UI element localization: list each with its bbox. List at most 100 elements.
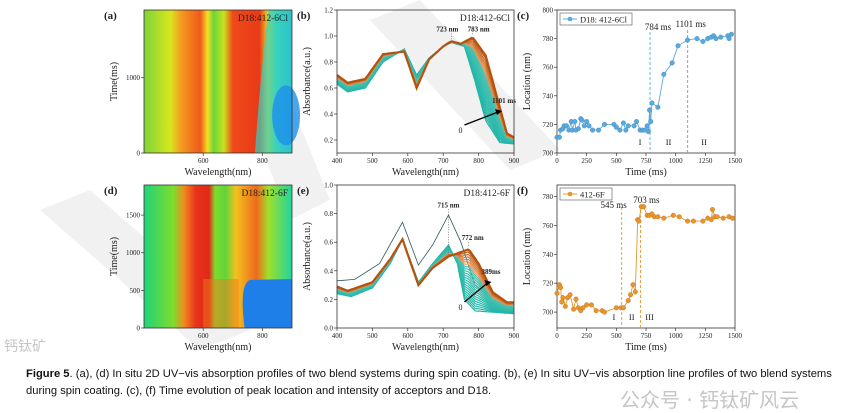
data-point	[700, 218, 706, 224]
x-tick-label: 1000	[669, 332, 684, 340]
x-tick-label: 500	[367, 332, 378, 340]
data-point	[694, 36, 700, 42]
x-tick-label: 600	[198, 157, 209, 165]
data-point	[620, 120, 626, 126]
x-tick-label: 1250	[698, 332, 713, 340]
data-point	[579, 117, 585, 123]
data-point	[563, 123, 569, 129]
data-point	[685, 37, 691, 43]
panel-label: (a)	[104, 10, 117, 22]
x-tick-label: 900	[509, 157, 520, 165]
caption-text: . (a), (d) In situ 2D UV−vis absorption …	[26, 368, 832, 397]
data-point	[632, 289, 638, 295]
x-tick-label: 800	[473, 157, 484, 165]
x-tick-label: 750	[641, 332, 652, 340]
y-tick-label: 1.0	[324, 182, 333, 190]
panel-label: (b)	[297, 10, 311, 22]
data-point	[728, 31, 734, 37]
x-tick-label: 0	[555, 332, 559, 340]
y-tick-label: 0.0	[324, 325, 333, 333]
x-tick-label: 800	[257, 157, 268, 165]
data-point	[644, 123, 650, 129]
data-point	[700, 38, 706, 44]
data-point	[573, 296, 579, 302]
arrow-end-label: 1101 ms	[492, 97, 516, 105]
x-tick-label: 500	[611, 332, 622, 340]
panel-label: (d)	[104, 185, 118, 197]
data-point	[714, 214, 720, 220]
legend-box	[559, 187, 613, 201]
data-point	[559, 299, 565, 305]
data-point	[613, 305, 619, 311]
y-tick-label: 0	[137, 150, 141, 158]
legend-marker	[567, 191, 573, 197]
x-tick-label: 400	[332, 157, 343, 165]
heatmap-region	[272, 85, 301, 146]
data-point	[655, 214, 661, 220]
arrow-start-label: 0	[458, 303, 462, 312]
panel-a: 600 800 0 1000 Wavelength(nm) Time(ms) (a) D18:…	[104, 9, 301, 178]
arrow-head-icon	[484, 280, 492, 286]
data-point	[641, 204, 647, 210]
y-tick-label: 740	[543, 92, 554, 100]
y-tick-label: 1.0	[324, 33, 333, 41]
x-tick-label: 400	[332, 332, 343, 340]
data-point	[560, 295, 566, 301]
data-point	[623, 127, 629, 133]
y-axis-label: Absorbance(a.u.)	[302, 47, 313, 116]
panel-label: (f)	[517, 185, 528, 197]
y-tick-label: 780	[543, 35, 554, 43]
data-point	[661, 71, 667, 77]
y-tick-label: 0.4	[324, 267, 333, 275]
data-point	[617, 127, 623, 133]
data-point	[572, 119, 578, 125]
caption-label: Figure 5	[26, 368, 70, 380]
x-axis-label: Wavelength(nm)	[185, 167, 252, 178]
y-tick-label: 1000	[126, 249, 141, 257]
x-tick-label: 600	[403, 332, 414, 340]
data-point	[669, 60, 675, 66]
data-point	[625, 123, 631, 129]
data-point	[601, 309, 607, 315]
arrow-start-label: 0	[458, 126, 462, 135]
panel-f: 0 250 500 750 1000 1250 1500 700 720 740 760 780 Tim…	[517, 184, 743, 353]
x-tick-label: 0	[555, 157, 559, 165]
y-tick-label: 0.2	[324, 137, 333, 145]
panel-d: 600 800 0 500 1000 1500 Wavelength(nm) Time(ms)…	[104, 184, 293, 353]
data-point	[584, 302, 590, 308]
y-tick-label: 500	[130, 287, 141, 295]
x-tick-label: 250	[581, 157, 592, 165]
y-axis-label: Absorbance(a.u.)	[302, 222, 313, 291]
y-tick-label: 700	[543, 309, 554, 317]
figure-caption: Figure 5. (a), (d) In situ 2D UV−vis abs…	[26, 366, 836, 400]
peak-label: 783 nm	[468, 25, 490, 33]
y-tick-label: 1500	[126, 212, 141, 220]
y-tick-label: 0.4	[324, 111, 333, 119]
y-axis-label: Location (nm)	[522, 228, 533, 285]
data-point	[713, 36, 719, 42]
y-tick-label: 0.8	[324, 210, 333, 218]
data-point	[620, 305, 626, 311]
x-axis-label: Wavelength(nm)	[185, 342, 252, 353]
x-axis-label: Time (ms)	[625, 167, 667, 178]
data-point	[628, 292, 634, 298]
data-point	[648, 119, 654, 125]
x-tick-label: 600	[403, 157, 414, 165]
x-tick-label: 1250	[698, 157, 713, 165]
y-axis-label: Time(ms)	[109, 237, 120, 276]
data-point	[670, 212, 676, 218]
y-tick-label: 760	[543, 222, 554, 230]
data-point	[625, 298, 631, 304]
watermark-logo-text: 钙钛矿	[4, 339, 46, 355]
arrow-head-icon	[495, 109, 503, 115]
y-tick-label: 0.2	[324, 296, 333, 304]
phase-region-label: III	[645, 312, 654, 322]
x-axis-label: Wavelength(nm)	[392, 167, 459, 178]
phase-time-label: 784 ms	[645, 22, 672, 32]
x-tick-label: 250	[581, 332, 592, 340]
x-axis-label: Wavelength(nm)	[392, 342, 459, 353]
y-tick-label: 0	[137, 325, 141, 333]
data-point	[634, 119, 640, 125]
phase-time-label: 1101 ms	[675, 19, 706, 29]
